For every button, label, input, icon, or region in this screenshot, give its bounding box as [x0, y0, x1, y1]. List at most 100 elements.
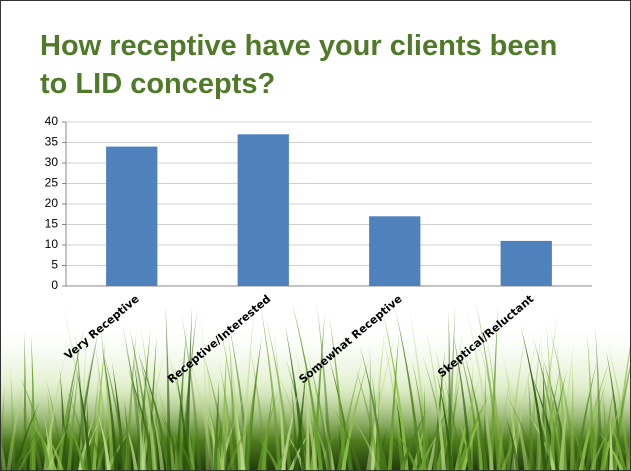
grass-blade — [545, 368, 568, 471]
grass-blade — [542, 374, 551, 471]
grass-blade — [285, 324, 306, 471]
grass-blade — [249, 429, 281, 471]
grass-blade — [294, 361, 308, 471]
grass-blade — [43, 352, 66, 471]
grass-blade — [74, 336, 98, 471]
grass-blade — [294, 348, 318, 471]
grass-blade — [475, 302, 501, 471]
title-line: to LID concepts? — [40, 68, 275, 100]
grass-blade — [307, 355, 332, 471]
grass-blade — [329, 315, 347, 471]
grass-blade — [340, 359, 369, 471]
title-group: How receptive have your clients been to L… — [40, 30, 557, 100]
grass-blade — [76, 366, 92, 471]
bar — [237, 134, 289, 286]
y-tick-label: 35 — [45, 135, 59, 149]
title-line: How receptive have your clients been — [40, 30, 557, 62]
grass-blade — [384, 429, 416, 471]
grass-blade — [591, 364, 600, 471]
grass-blade — [13, 401, 40, 471]
grass-blade — [532, 337, 562, 471]
grass-blade — [332, 406, 362, 471]
grass-blade — [355, 366, 381, 471]
grass-blade — [509, 407, 531, 471]
grass-blade — [317, 426, 327, 471]
grass-blade — [283, 429, 306, 471]
chart-title: How receptive have your clients been to L… — [40, 30, 557, 100]
grass-blade — [453, 334, 473, 471]
grass-blade — [147, 395, 165, 471]
grass-blade — [88, 369, 100, 471]
grass-blade — [274, 421, 306, 471]
grass-blade — [124, 399, 132, 471]
grass-blade — [137, 346, 157, 471]
grass-blade — [558, 342, 574, 471]
grass-blade — [165, 306, 172, 471]
grass-blade — [99, 321, 115, 471]
grass-blade — [611, 361, 631, 471]
grass-blade — [310, 376, 336, 471]
grass-blade — [382, 308, 409, 471]
grass-blade — [102, 350, 128, 471]
grass-blade — [157, 386, 176, 471]
grass-blade — [212, 379, 220, 471]
grass-blade — [280, 379, 302, 471]
grass-blade — [565, 409, 587, 471]
grass-blade — [420, 403, 452, 471]
grass-blade — [487, 338, 503, 471]
grass-blade — [524, 375, 556, 471]
grass-blade — [504, 358, 519, 471]
grass-blade — [500, 428, 519, 471]
grass-blade — [467, 311, 494, 471]
grass-blade — [574, 361, 598, 471]
grass-blade — [209, 405, 222, 471]
grass-blade — [464, 353, 489, 471]
grass-blade — [19, 376, 52, 471]
grass-blade — [29, 397, 34, 471]
grass-blade — [228, 411, 240, 471]
grass-blade — [595, 326, 603, 471]
grass-blade — [597, 430, 624, 471]
grass-blade — [625, 432, 631, 471]
y-tick-label: 15 — [45, 217, 59, 231]
grass-blade — [608, 417, 613, 471]
grass-blade — [291, 383, 299, 471]
grass-blade — [42, 428, 64, 471]
grass-blade — [202, 351, 230, 471]
bar — [369, 216, 421, 286]
grass-blade — [505, 416, 520, 471]
grass-blade — [46, 423, 72, 471]
grass-blade — [291, 302, 324, 471]
grass-blade — [476, 335, 507, 471]
y-tick-label: 20 — [45, 196, 59, 210]
grass-blade — [200, 310, 210, 471]
y-tick-label: 25 — [45, 176, 59, 190]
grass-blade — [17, 426, 48, 471]
grass-blade — [261, 390, 273, 471]
grass-blade — [66, 367, 79, 471]
grass-blade — [229, 340, 236, 471]
grass-blade — [510, 334, 538, 471]
grass-blade — [399, 406, 430, 471]
grass-blade — [29, 422, 51, 471]
grass-blade — [305, 377, 310, 471]
grass-blade — [545, 369, 563, 471]
grass-blade — [122, 415, 138, 471]
grass-blade — [226, 410, 258, 471]
grass-blade — [250, 350, 268, 471]
grass-blade — [395, 311, 422, 471]
grass-blade — [190, 399, 195, 471]
y-tick-label: 40 — [45, 114, 59, 128]
y-tick-label: 0 — [51, 278, 58, 292]
grass-blade — [579, 415, 594, 471]
grass-blade — [101, 346, 119, 471]
grass-blade — [426, 329, 447, 471]
grass-blade — [218, 385, 249, 471]
grass-blade — [405, 394, 427, 471]
grass-blade — [460, 416, 479, 471]
grass-blade — [6, 361, 29, 471]
grass-blade — [25, 413, 58, 471]
grass-blade — [443, 377, 463, 471]
grass-blade — [138, 354, 171, 471]
grass-blade — [240, 313, 254, 471]
